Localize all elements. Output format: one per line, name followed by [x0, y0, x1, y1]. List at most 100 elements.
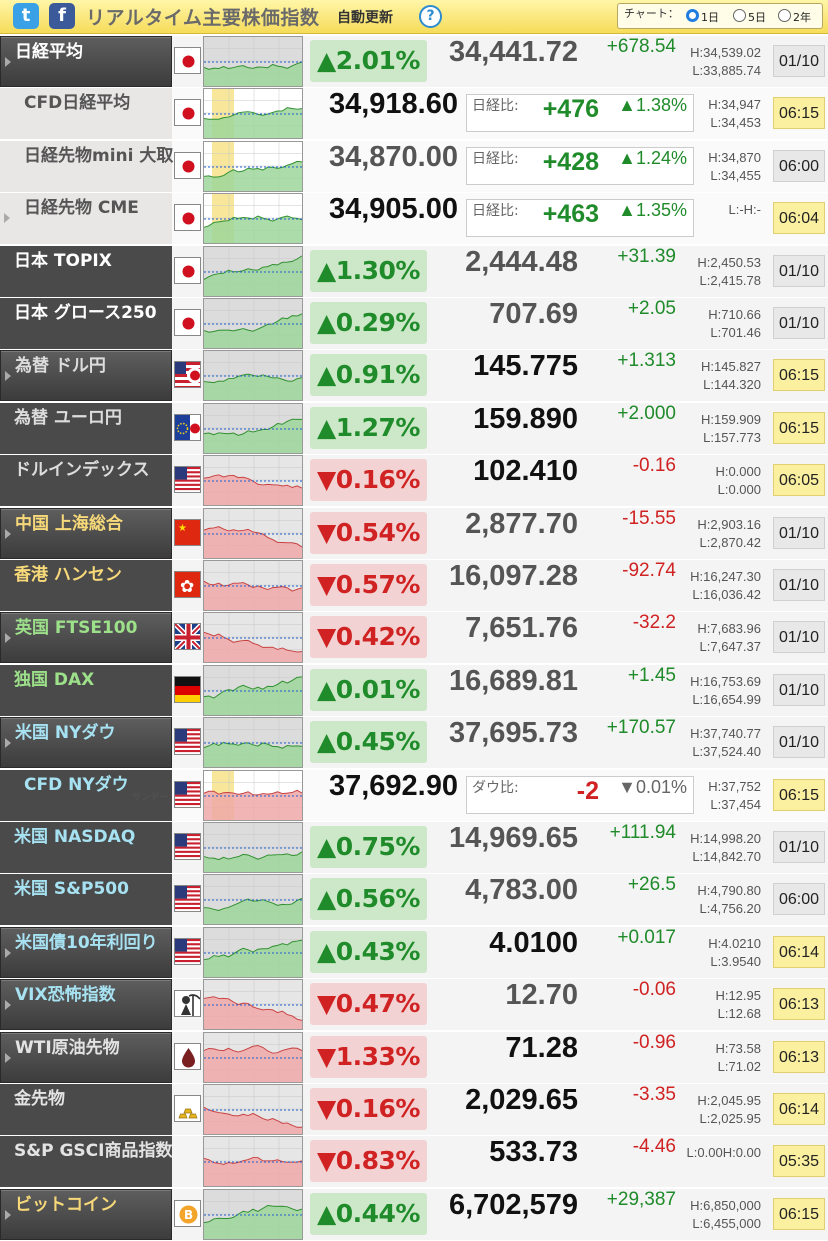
- expand-arrow-icon[interactable]: [5, 371, 11, 382]
- chart-range-5d-label[interactable]: 5日: [748, 11, 766, 24]
- cn-flag-icon: ★: [174, 518, 201, 546]
- row-name: 英国 FTSE100: [15, 618, 138, 639]
- reaper-flag-icon: [174, 990, 201, 1018]
- mini-chart[interactable]: [203, 560, 303, 611]
- row-name-cell[interactable]: 為替 ドル円: [0, 350, 172, 402]
- row-name: 為替 ユーロ円: [14, 407, 122, 428]
- change-value: -32.2: [632, 612, 676, 634]
- mini-chart[interactable]: [203, 193, 303, 245]
- mini-chart[interactable]: [203, 664, 303, 716]
- high-low-range: H:14,998.20 L:14,842.70: [690, 830, 761, 866]
- high-low-range: H:34,947 L:34,453: [708, 96, 761, 132]
- chart-range-1d-radio[interactable]: [686, 9, 699, 22]
- mini-chart[interactable]: [203, 612, 303, 664]
- mini-chart[interactable]: [203, 1188, 303, 1240]
- expand-arrow-icon[interactable]: [5, 1209, 11, 1220]
- high-value: H:4,790.80: [697, 883, 761, 899]
- row-name-cell: ドルインデックス: [0, 455, 172, 507]
- chart-range-selector: チャート： 1日 5日 2年: [617, 3, 823, 29]
- help-icon[interactable]: ?: [419, 5, 442, 28]
- high-value: H:14,998.20: [690, 831, 761, 846]
- expand-arrow-icon[interactable]: [5, 528, 11, 539]
- expand-arrow-icon[interactable]: [5, 57, 11, 67]
- low-value: L:14,842.70: [692, 849, 761, 864]
- expand-arrow-icon[interactable]: [5, 947, 11, 958]
- price-value: 34,870.00: [328, 140, 458, 173]
- high-low-range: H:159.909 L:157.773: [701, 411, 761, 447]
- table-row: 英国 FTSE100 ▼0.42% 7,651.76 -32.2 H:7,683.96 L…: [0, 612, 828, 665]
- high-value: H:16,753.69: [690, 673, 761, 689]
- high-low-range: H:7,683.96 L:7,647.37: [697, 620, 761, 656]
- facebook-icon[interactable]: f: [49, 3, 75, 29]
- mini-chart[interactable]: [203, 874, 303, 926]
- jp-flag-icon: [174, 204, 201, 232]
- expand-arrow-icon[interactable]: [5, 633, 11, 644]
- de-flag-icon: [174, 675, 201, 703]
- row-name-cell[interactable]: 日経先物 CME: [0, 193, 172, 245]
- table-row: 為替 ドル円 ▲0.91% 145.775 +1.313 H:145.827 L:144.…: [0, 350, 828, 403]
- price-value: 37,692.90: [328, 769, 458, 802]
- row-name-cell: S&P GSCI商品指数: [0, 1136, 172, 1188]
- mini-chart[interactable]: [203, 88, 303, 140]
- high-low-range: H:16,753.69 L:16,654.99: [690, 673, 761, 709]
- mini-chart[interactable]: [203, 36, 303, 87]
- high-low-range: H:0.000 L:0.000: [715, 463, 761, 499]
- row-name-cell[interactable]: 英国 FTSE100: [0, 612, 172, 664]
- mini-chart[interactable]: [203, 455, 303, 507]
- low-value: L:157.773: [703, 429, 761, 445]
- expand-arrow-icon[interactable]: [4, 213, 10, 224]
- mini-chart[interactable]: [203, 298, 303, 349]
- auto-update-label: 自動更新: [337, 10, 393, 26]
- price-value: 102.410: [473, 455, 578, 488]
- table-row: 香港 ハンセン ✿ ▼0.57% 16,097.28 -92.74 H:16,247.30…: [0, 560, 828, 612]
- change-percent-badge: ▼0.47%: [310, 983, 427, 1026]
- row-name: 中国 上海総合: [15, 513, 123, 534]
- mini-chart[interactable]: [203, 717, 303, 769]
- mini-chart[interactable]: [203, 1031, 303, 1083]
- row-name-cell[interactable]: 中国 上海総合: [0, 507, 172, 559]
- expand-arrow-icon[interactable]: [5, 1000, 11, 1011]
- mini-chart[interactable]: [203, 507, 303, 559]
- mini-chart[interactable]: [203, 822, 303, 873]
- low-value: L:16,036.42: [692, 587, 761, 602]
- expand-arrow-icon[interactable]: [5, 738, 11, 749]
- mini-chart[interactable]: [203, 926, 303, 978]
- table-row: 中国 上海総合 ★ ▼0.54% 2,877.70 -15.55 H:2,903.16 L:…: [0, 507, 828, 560]
- cfd-diff-label: ダウ比:: [472, 779, 519, 796]
- expand-arrow-icon[interactable]: [5, 1052, 11, 1063]
- change-value: +2.05: [627, 298, 676, 319]
- twitter-icon[interactable]: t: [13, 3, 39, 29]
- row-name-cell[interactable]: ビットコイン: [0, 1188, 172, 1240]
- mini-chart[interactable]: [203, 245, 303, 297]
- chart-range-2y-label[interactable]: 2年: [793, 11, 811, 24]
- top-bar: t f リアルタイム主要株価指数 自動更新 ? チャート： 1日 5日 2年: [0, 0, 828, 34]
- mini-chart[interactable]: [203, 402, 303, 454]
- cfd-diff-value: +428: [542, 147, 599, 176]
- chart-range-2y-radio[interactable]: [778, 9, 791, 22]
- mini-chart[interactable]: [203, 769, 303, 821]
- row-name-cell[interactable]: WTI原油先物: [0, 1031, 172, 1083]
- row-name-cell[interactable]: 米国 NYダウ: [0, 717, 172, 769]
- row-name-cell[interactable]: 日経平均: [0, 36, 172, 87]
- change-value: -0.06: [632, 979, 676, 1001]
- chart-range-5d-radio[interactable]: [733, 9, 746, 22]
- change-value: +1.313: [617, 350, 676, 372]
- change-percent-badge: ▲0.56%: [310, 878, 427, 921]
- mini-chart[interactable]: [203, 979, 303, 1031]
- row-name: 米国 NASDAQ: [14, 827, 136, 847]
- mini-chart[interactable]: [203, 1084, 303, 1135]
- chart-range-1d-label[interactable]: 1日: [701, 11, 719, 24]
- row-name-cell[interactable]: VIX恐怖指数: [0, 979, 172, 1031]
- high-value: H:710.66: [708, 307, 761, 322]
- change-percent-badge: ▼0.42%: [310, 616, 427, 659]
- mini-chart[interactable]: [203, 1136, 303, 1188]
- change-value: +26.5: [627, 874, 676, 896]
- table-row: ドルインデックス ▼0.16% 102.410 -0.16 H:0.000 L:0.000…: [0, 455, 828, 508]
- row-name: WTI原油先物: [15, 1037, 120, 1058]
- table-row: 米国債10年利回り ▲0.43% 4.0100 +0.017 H:4.0210 L:3.9…: [0, 926, 828, 979]
- mini-chart[interactable]: [203, 140, 303, 192]
- change-value: -4.46: [632, 1136, 676, 1158]
- row-name-cell[interactable]: 米国債10年利回り: [0, 926, 172, 978]
- mini-chart[interactable]: [203, 350, 303, 402]
- change-percent-badge: ▲0.29%: [310, 302, 427, 344]
